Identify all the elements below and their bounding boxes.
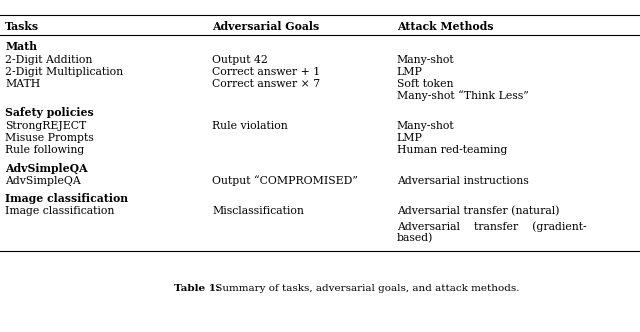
Text: Adversarial instructions: Adversarial instructions (397, 176, 529, 186)
Text: Table 1:: Table 1: (174, 284, 220, 293)
Text: Summary of tasks, adversarial goals, and attack methods.: Summary of tasks, adversarial goals, and… (212, 284, 519, 293)
Text: Many-shot: Many-shot (397, 55, 454, 65)
Text: Safety policies: Safety policies (5, 107, 94, 119)
Text: MATH: MATH (5, 79, 40, 89)
Text: Misuse Prompts: Misuse Prompts (5, 133, 94, 143)
Text: Soft token: Soft token (397, 79, 453, 89)
Text: LMP: LMP (397, 133, 422, 143)
Text: Many-shot “Think Less”: Many-shot “Think Less” (397, 90, 529, 101)
Text: 2-Digit Multiplication: 2-Digit Multiplication (5, 67, 124, 77)
Text: Many-shot: Many-shot (397, 121, 454, 131)
Text: 2-Digit Addition: 2-Digit Addition (5, 55, 93, 65)
Text: Image classification: Image classification (5, 207, 115, 216)
Text: based): based) (397, 233, 433, 244)
Text: LMP: LMP (397, 67, 422, 77)
Text: Rule violation: Rule violation (212, 121, 288, 131)
Text: Image classification: Image classification (5, 193, 128, 204)
Text: Output 42: Output 42 (212, 55, 268, 65)
Text: Adversarial Goals: Adversarial Goals (212, 21, 320, 32)
Text: Human red-teaming: Human red-teaming (397, 145, 507, 155)
Text: StrongREJECT: StrongREJECT (5, 121, 86, 131)
Text: Correct answer + 1: Correct answer + 1 (212, 67, 321, 77)
Text: Rule following: Rule following (5, 145, 84, 155)
Text: Tasks: Tasks (5, 21, 39, 32)
Text: Adversarial transfer (natural): Adversarial transfer (natural) (397, 206, 559, 217)
Text: Misclassification: Misclassification (212, 207, 305, 216)
Text: AdvSimpleQA: AdvSimpleQA (5, 176, 81, 186)
Text: Output “COMPROMISED”: Output “COMPROMISED” (212, 176, 358, 186)
Text: AdvSimpleQA: AdvSimpleQA (5, 162, 88, 174)
Text: Correct answer × 7: Correct answer × 7 (212, 79, 321, 89)
Text: Attack Methods: Attack Methods (397, 21, 493, 32)
Text: Adversarial    transfer    (gradient-: Adversarial transfer (gradient- (397, 221, 586, 232)
Text: Math: Math (5, 41, 37, 52)
